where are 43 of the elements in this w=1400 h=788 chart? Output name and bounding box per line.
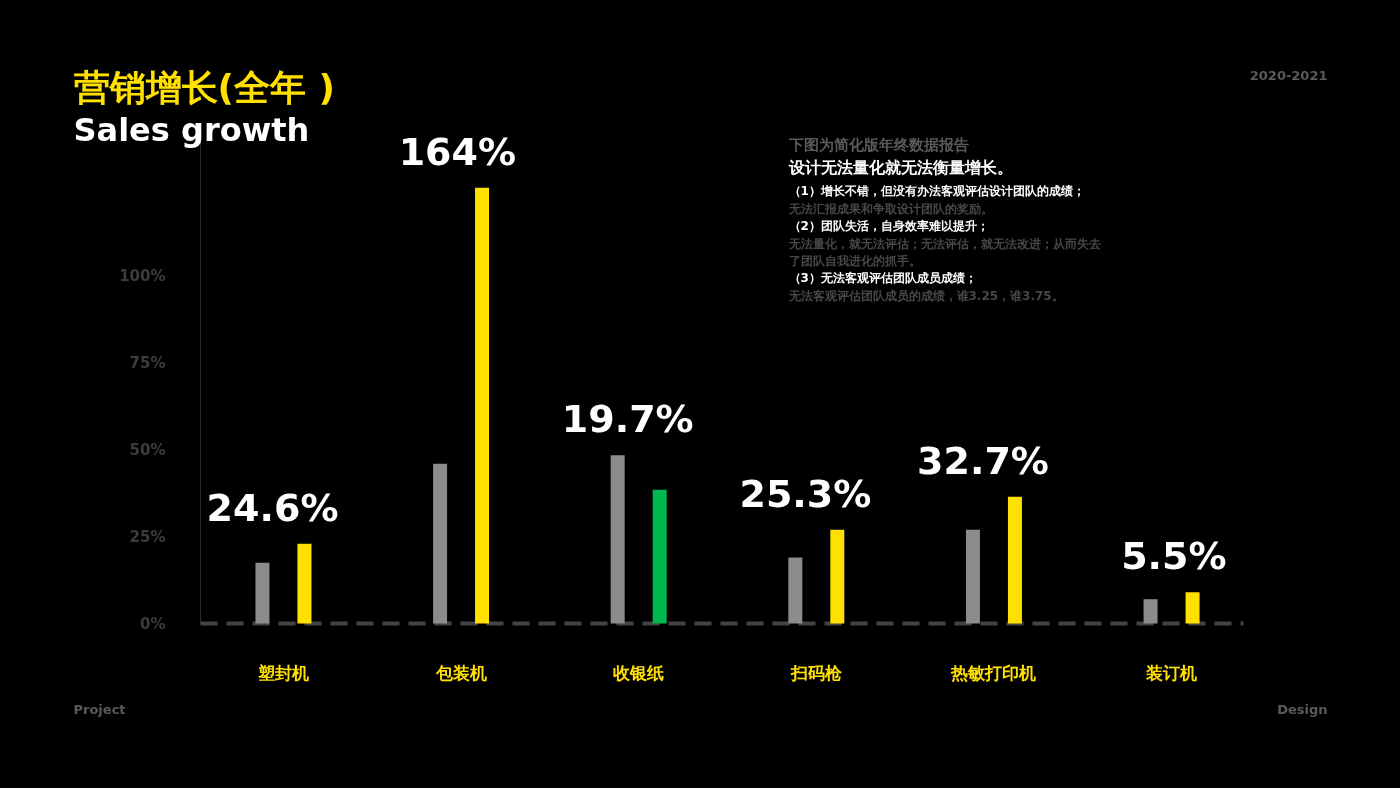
annotation: 无法汇报成果和争取设计团队的奖励。 — [787, 201, 993, 216]
bar — [788, 557, 803, 624]
bar — [610, 455, 625, 624]
annotation: 19.7% — [561, 397, 694, 442]
bar — [475, 187, 490, 624]
x-tick-label: 包装机 — [434, 662, 487, 683]
annotation: 32.7% — [917, 438, 1049, 483]
bar — [1007, 496, 1022, 624]
annotation: 设计无法量化就无法衡量增长。 — [787, 157, 1013, 177]
y-tick-label: 75% — [129, 354, 166, 373]
bar — [255, 562, 270, 624]
annotation: 无法量化，就无法评估；无法评估，就无法改进；从而失去 — [787, 236, 1101, 251]
bar — [652, 489, 667, 624]
text: Project — [73, 701, 126, 717]
bar — [433, 463, 448, 624]
x-tick-label: 塑封机 — [256, 662, 309, 683]
bar — [1143, 599, 1158, 624]
annotation: 25.3% — [739, 471, 872, 516]
x-tick-label: 热敏打印机 — [950, 662, 1037, 683]
chart-title: 营销增长(全年 ) — [73, 66, 335, 108]
chart-subtitle: Sales growth — [73, 110, 310, 149]
annotation: 无法客观评估团队成员的成绩，谁3.25，谁3.75。 — [787, 288, 1064, 303]
y-tick-label: 50% — [129, 440, 166, 459]
annotation: 了团队自我进化的抓手。 — [788, 253, 921, 268]
x-tick-label: 收银纸 — [613, 662, 665, 683]
text: Design — [1277, 701, 1328, 717]
annotation: 164% — [398, 129, 517, 174]
y-tick-label: 100% — [119, 267, 166, 286]
text: 2020-2021 — [1249, 67, 1328, 83]
annotation: 24.6% — [206, 485, 339, 530]
bar — [1185, 592, 1200, 624]
annotation: 5.5% — [1121, 534, 1227, 579]
annotation: （1）增长不错，但没有办法客观评估设计团队的成绩； — [788, 183, 1085, 198]
annotation: （3）无法客观评估团队成员成绩； — [788, 270, 977, 285]
annotation: （2）团队失活，自身效率难以提升； — [788, 218, 989, 233]
bar — [297, 543, 312, 624]
bar — [830, 529, 845, 624]
x-tick-label: 扫码枪 — [789, 662, 843, 683]
annotation: 下图为简化版年终数据报告 — [787, 135, 969, 154]
bar — [965, 529, 980, 624]
y-tick-label: 0% — [140, 614, 166, 633]
x-tick-label: 装订机 — [1145, 662, 1198, 683]
y-tick-label: 25% — [129, 527, 166, 546]
